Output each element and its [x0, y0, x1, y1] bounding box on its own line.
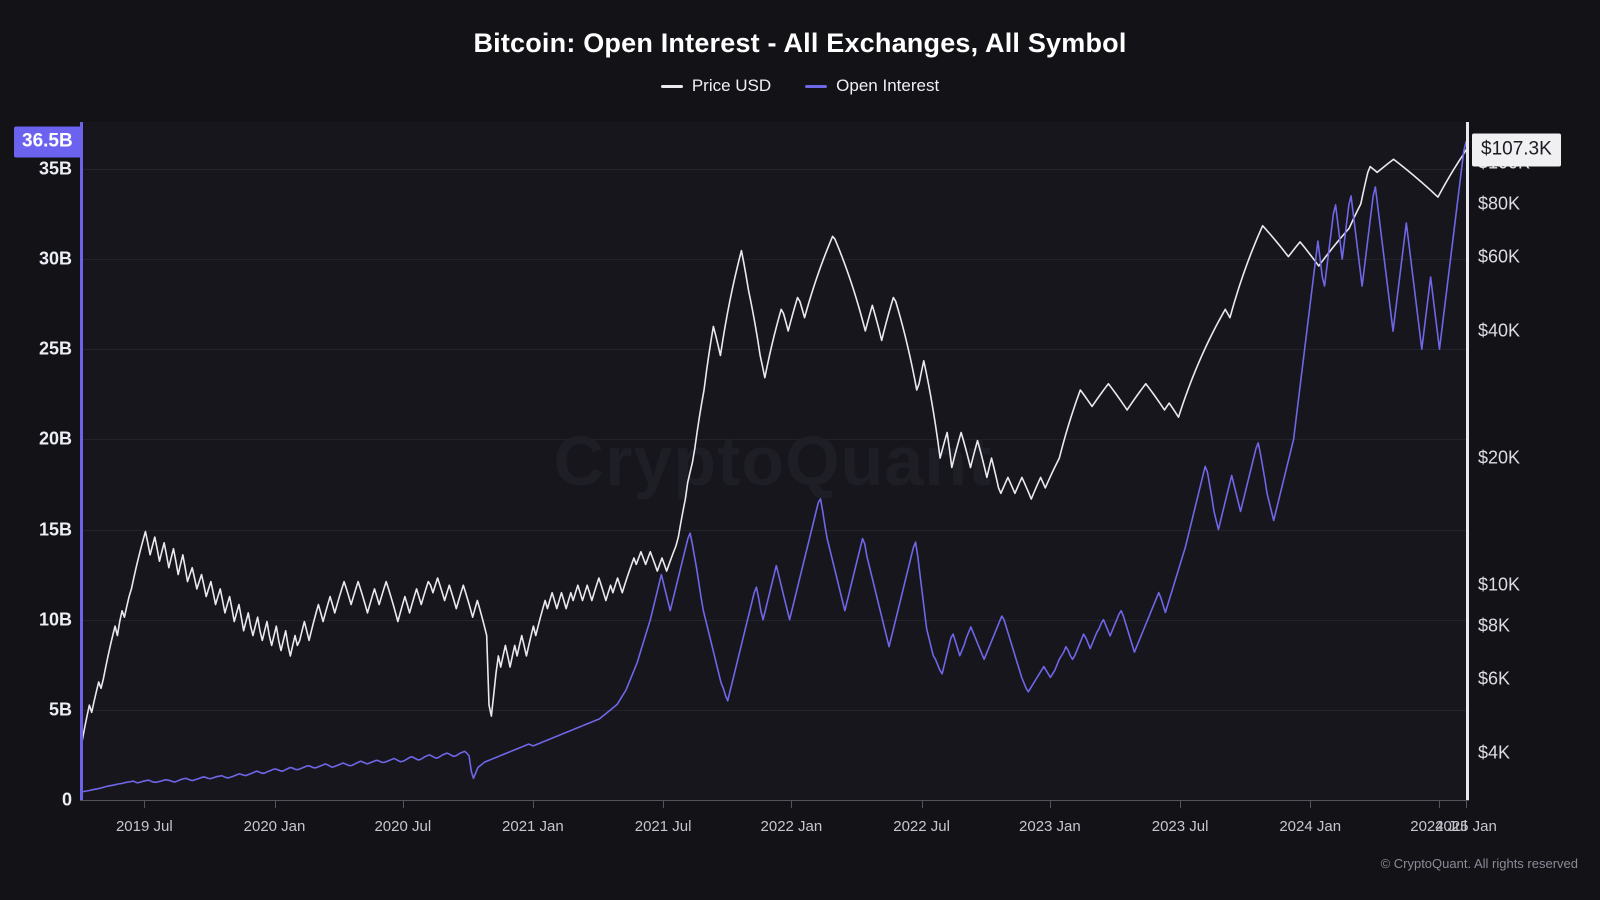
x-axis-tick-mark — [663, 800, 665, 808]
right-axis-tick-label: $4K — [1478, 742, 1511, 763]
right-axis-tick-label: $10K — [1478, 574, 1521, 595]
x-axis-tick-mark — [402, 800, 404, 808]
gridline — [80, 259, 1466, 260]
legend-label-price-usd: Price USD — [691, 76, 772, 95]
gridline — [80, 439, 1466, 441]
x-axis-tick-mark — [532, 800, 534, 808]
gridline — [80, 349, 1466, 351]
plot-background — [80, 122, 1466, 800]
x-axis-tick-label: 2020 Jul — [374, 818, 432, 835]
right-axis-tick-label: $60K — [1478, 246, 1521, 267]
right-axis-tick-label: $40K — [1478, 320, 1521, 341]
x-axis-tick-label: 2023 Jan — [1019, 818, 1081, 835]
left-axis-tick-label: 35B — [38, 158, 72, 179]
x-axis-tick-mark — [1310, 800, 1312, 808]
series-lines — [80, 122, 1466, 800]
x-axis-tick-label: 2024 Jul — [1410, 818, 1467, 835]
x-axis-tick-mark — [274, 800, 276, 808]
x-axis-tick-mark — [791, 800, 793, 808]
x-axis-tick-label: 2021 Jan — [502, 818, 564, 835]
right-axis-tick-label: $20K — [1478, 447, 1521, 468]
left-axis-tick-label: 30B — [38, 248, 72, 269]
copyright-notice: © CryptoQuant. All rights reserved — [1380, 856, 1578, 871]
legend-swatch-open-interest — [805, 84, 828, 88]
left-axis-spine — [80, 122, 83, 800]
open-interest-line — [80, 142, 1466, 793]
x-axis-tick-mark — [1466, 800, 1467, 808]
x-axis-tick-label: 2025 Jan — [1435, 818, 1497, 835]
gridline — [80, 709, 1466, 711]
x-axis-tick-mark — [144, 800, 146, 808]
plot-area[interactable]: CryptoQuant — [80, 122, 1466, 800]
right-axis-spine — [1466, 122, 1469, 800]
left-axis-tick-label: 20B — [38, 428, 72, 449]
x-axis-tick-mark — [1180, 800, 1182, 808]
right-axis-tick-label: $6K — [1478, 668, 1511, 689]
price-usd-line — [80, 150, 1466, 749]
chart-legend: Price USD Open Interest — [0, 76, 1600, 96]
x-axis-tick-mark — [921, 800, 923, 808]
x-axis-tick-label: 2023 Jul — [1151, 818, 1209, 835]
x-axis-tick-label: 2021 Jul — [634, 818, 692, 835]
chart-title: Bitcoin: Open Interest - All Exchanges, … — [473, 28, 1127, 58]
x-axis-tick-mark — [1049, 800, 1051, 808]
right-axis-current-value-badge: $107.3K — [1472, 133, 1561, 167]
x-axis-tick-label: 2019 Jul — [115, 818, 173, 835]
right-axis-tick-label: $80K — [1478, 193, 1521, 214]
left-axis-tick-label: 25B — [38, 338, 72, 359]
left-axis-current-value-badge: 36.5B — [14, 126, 81, 158]
left-axis-tick-label: 0 — [61, 789, 72, 810]
x-axis-tick-label: 2024 Jan — [1279, 818, 1342, 835]
x-axis-spine — [80, 800, 1469, 801]
x-axis-tick-label: 2022 Jul — [893, 818, 950, 835]
legend-item-price-usd[interactable]: Price USD — [660, 76, 772, 96]
x-axis-tick-label: 2020 Jan — [243, 818, 306, 835]
legend-label-open-interest: Open Interest — [836, 76, 940, 95]
right-axis-tick-label: $8K — [1478, 615, 1511, 636]
gridline — [80, 529, 1466, 531]
left-axis-tick-label: 5B — [48, 699, 72, 720]
left-axis-tick-label: 15B — [38, 519, 72, 539]
left-axis-tick-label: 10B — [38, 609, 72, 630]
gridline — [80, 168, 1466, 170]
x-axis-tick-mark — [1438, 800, 1440, 808]
legend-item-open-interest[interactable]: Open Interest — [805, 76, 939, 96]
gridline — [80, 619, 1466, 621]
x-axis-tick-label: 2022 Jan — [760, 818, 823, 835]
legend-swatch-price-usd — [660, 84, 683, 88]
